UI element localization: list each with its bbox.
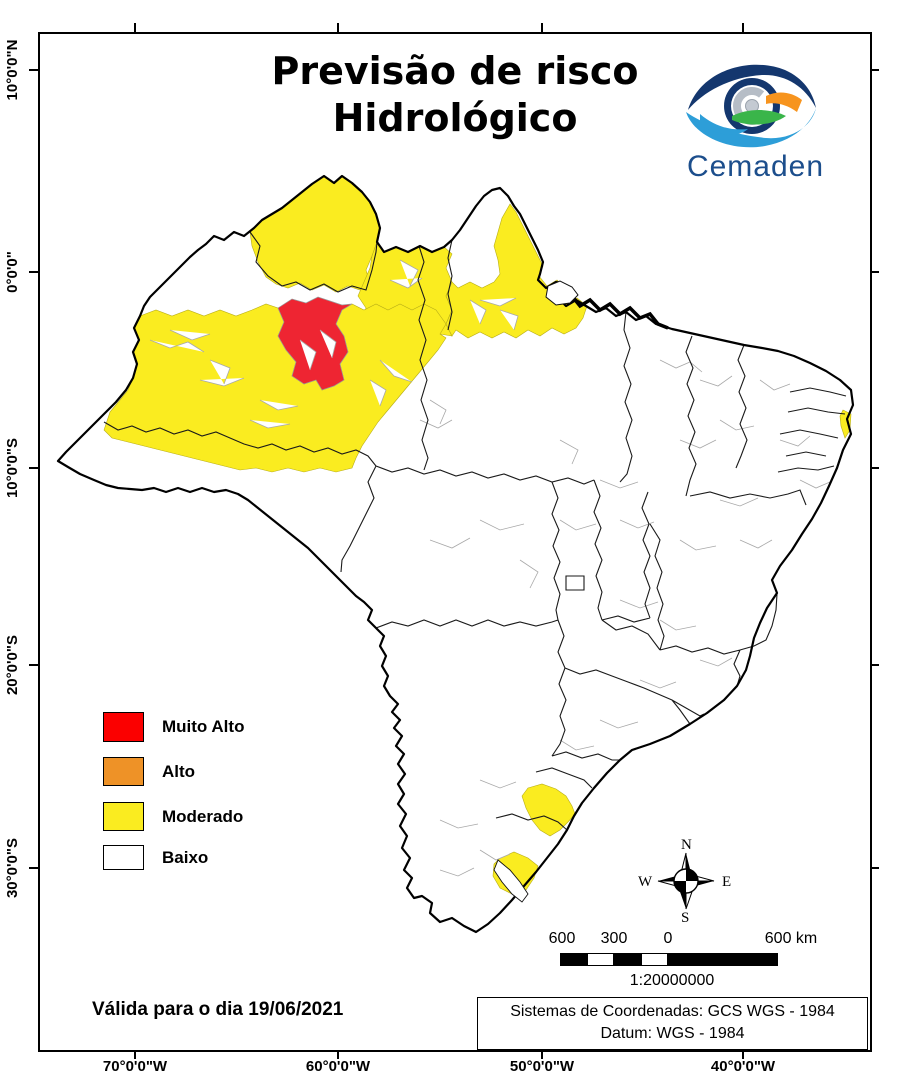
title-line-2: Hidrológico	[332, 96, 578, 140]
scale-segment	[560, 953, 587, 966]
lat-tick-right	[870, 69, 879, 71]
title-line-1: Previsão de risco	[271, 49, 639, 93]
legend-item-alto: Alto	[103, 757, 195, 786]
page-title: Previsão de risco Hidrológico	[160, 48, 750, 142]
scale-label: 600 km	[764, 930, 818, 947]
legend-label: Baixo	[162, 847, 209, 867]
scale-label: 0	[663, 930, 673, 947]
lat-tick	[29, 664, 38, 666]
compass-n: N	[681, 837, 692, 853]
legend-item-muito-alto: Muito Alto	[103, 712, 244, 742]
lat-tick	[29, 271, 38, 273]
lon-label: 50°0'0"W	[509, 1058, 575, 1075]
lat-tick-right	[870, 664, 879, 666]
crs-box: Sistemas de Coordenadas: GCS WGS - 1984 …	[477, 997, 868, 1050]
lat-tick	[29, 867, 38, 869]
crs-line-2: Datum: WGS - 1984	[600, 1025, 745, 1042]
lon-tick-top	[134, 23, 136, 32]
legend-label: Muito Alto	[162, 717, 245, 736]
lon-tick	[541, 1050, 543, 1059]
legend-label: Alto	[162, 761, 196, 781]
legend-item-moderado: Moderado	[103, 802, 243, 831]
lat-tick-right	[870, 867, 879, 869]
scale-segment	[587, 953, 614, 966]
legend-item-baixo: Baixo	[103, 845, 208, 870]
scale-label: 600	[548, 930, 576, 947]
lon-tick	[337, 1050, 339, 1059]
municipal-borders	[149, 259, 831, 877]
lat-tick-right	[870, 467, 879, 469]
scale-label: 300	[600, 930, 628, 947]
lat-tick	[29, 467, 38, 469]
scale-segment	[614, 953, 641, 966]
lat-tick	[29, 69, 38, 71]
lon-tick-top	[742, 23, 744, 32]
lon-label: 70°0'0"W	[102, 1058, 168, 1075]
region-moderado-santa-catarina	[521, 783, 576, 837]
compass-w: W	[638, 874, 653, 890]
legend-swatch-moderado	[103, 802, 144, 831]
legend-swatch-muito-alto	[103, 712, 144, 742]
lon-label: 40°0'0"W	[710, 1058, 776, 1075]
lon-label: 60°0'0"W	[305, 1058, 371, 1075]
cemaden-logo-text: Cemaden	[686, 150, 825, 183]
patos-lagoon	[493, 859, 529, 903]
lat-tick-right	[870, 271, 879, 273]
lon-tick	[134, 1050, 136, 1059]
scale-segment	[668, 953, 778, 966]
legend-label: Moderado	[162, 806, 244, 826]
compass-e: E	[722, 874, 731, 890]
crs-line-1: Sistemas de Coordenadas: GCS WGS - 1984	[510, 1003, 835, 1020]
region-moderado-roraima	[249, 175, 381, 293]
legend-swatch-baixo	[103, 845, 144, 870]
lon-tick	[742, 1050, 744, 1059]
cemaden-logo-icon	[686, 64, 816, 148]
lon-tick-top	[337, 23, 339, 32]
north-arrow: N E S W	[638, 837, 731, 926]
state-borders	[103, 231, 847, 831]
marajo-island	[545, 280, 579, 306]
validity-note: Válida para o dia 19/06/2021	[92, 999, 344, 1020]
compass-s: S	[681, 910, 689, 926]
scale-segment	[641, 953, 668, 966]
lon-tick-top	[541, 23, 543, 32]
region-muito-alto	[277, 296, 353, 391]
brazil-country-border	[56, 174, 855, 934]
scale-ratio: 1:20000000	[629, 972, 715, 989]
legend-swatch-alto	[103, 757, 144, 786]
